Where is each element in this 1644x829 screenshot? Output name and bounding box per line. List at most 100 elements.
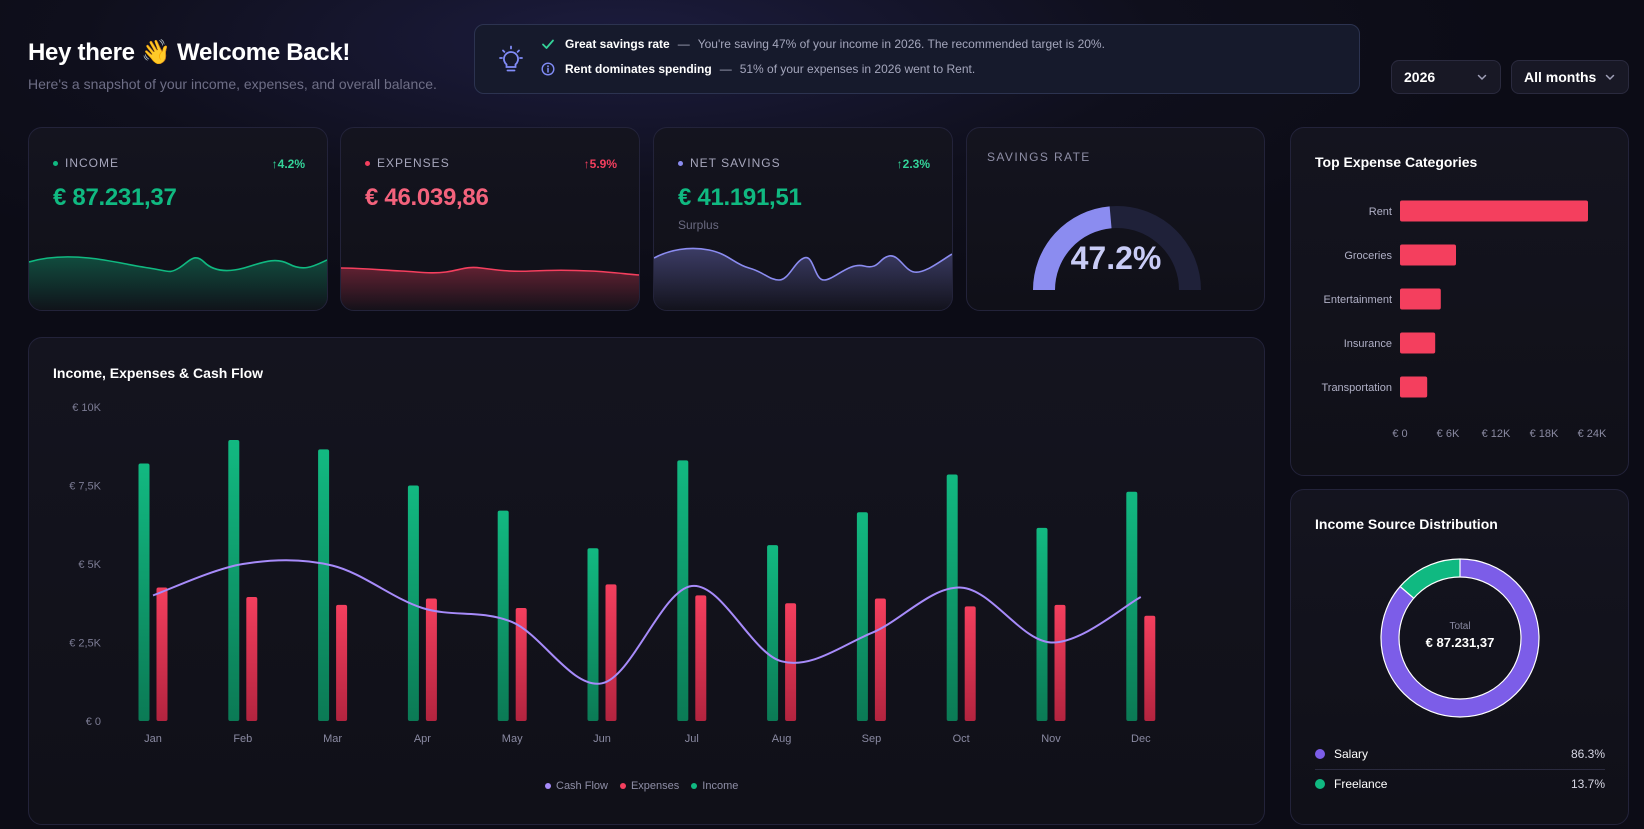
- info-icon: [541, 62, 555, 76]
- savings-rate-card: SAVINGS RATE 47.2%: [966, 127, 1265, 311]
- insight-title: Rent dominates spending: [565, 62, 712, 76]
- cashflow-chart-legend: Cash Flow Expenses Income: [545, 780, 738, 792]
- income-source-donut: Total € 87.231,37: [1380, 558, 1540, 718]
- net-savings-sub: Surplus: [678, 218, 719, 232]
- source-row-freelance: Freelance 13.7%: [1315, 777, 1605, 791]
- expense-bar: [1144, 615, 1156, 721]
- category-label: Groceries: [1344, 250, 1392, 262]
- net-savings-sparkline: [654, 247, 952, 310]
- donut-slice-salary: [1381, 559, 1539, 717]
- x-tick-label: Apr: [414, 733, 431, 745]
- x-tick-label: Jul: [685, 733, 699, 745]
- expense-bar: [1054, 604, 1066, 721]
- legend-expenses: Expenses: [619, 780, 679, 792]
- y-tick-label: € 2,5K: [69, 638, 101, 650]
- top-expenses-title: Top Expense Categories: [1315, 154, 1478, 170]
- x-tick-label: € 6K: [1437, 428, 1460, 440]
- net-savings-dot: [678, 160, 683, 166]
- x-tick-label: Mar: [323, 733, 342, 745]
- x-tick-label: Nov: [1041, 733, 1061, 745]
- period-select-value: All months: [1524, 69, 1597, 85]
- lightbulb-icon: [499, 45, 523, 72]
- legend-income: Income: [691, 780, 738, 792]
- expense-bar: [515, 607, 527, 721]
- x-tick-label: Jan: [144, 733, 162, 745]
- expense-bar: [605, 584, 617, 721]
- expenses-label: EXPENSES: [377, 156, 450, 170]
- donut-slice-freelance: [1400, 559, 1461, 599]
- income-value: € 87.231,37: [53, 184, 177, 211]
- income-bar: [318, 449, 330, 721]
- check-icon: [542, 39, 554, 49]
- gauge-fill: [1033, 206, 1112, 291]
- income-bar: [1126, 491, 1138, 721]
- page-title: Hey there 👋 Welcome Back!: [28, 38, 350, 67]
- insight-text: You're saving 47% of your income in 2026…: [697, 37, 1105, 51]
- category-label: Rent: [1369, 206, 1392, 218]
- cashflow-line: [152, 559, 1142, 685]
- income-bar: [497, 510, 509, 721]
- donut-separator: [1399, 586, 1415, 599]
- x-tick-label: € 24K: [1578, 428, 1607, 440]
- cashflow-chart: € 0 € 2,5K € 5K € 7,5K € 10K Jan Feb Mar Apr May J…: [69, 402, 1156, 745]
- donut-center-label: Total: [1449, 621, 1470, 632]
- category-label: Entertainment: [1324, 294, 1392, 306]
- cashflow-chart-title: Income, Expenses & Cash Flow: [53, 365, 264, 381]
- x-tick-label: Aug: [772, 733, 792, 745]
- income-card: INCOME ↑4.2% € 87.231,37: [28, 127, 328, 311]
- expenses-trend: ↑5.9%: [583, 157, 617, 171]
- expense-bar: [156, 587, 168, 721]
- insights-banner: Great savings rate — You're saving 47% o…: [474, 24, 1360, 94]
- source-name: Freelance: [1334, 777, 1388, 791]
- category-label: Insurance: [1344, 338, 1392, 350]
- period-select[interactable]: All months: [1511, 60, 1629, 94]
- income-bar: [228, 439, 240, 721]
- income-source-title: Income Source Distribution: [1315, 516, 1498, 532]
- legend-cashflow: Cash Flow: [545, 780, 608, 792]
- income-trend: ↑4.2%: [271, 157, 305, 171]
- income-bar: [407, 485, 419, 721]
- income-bar: [138, 463, 150, 721]
- category-bar: [1400, 200, 1588, 222]
- x-tick-label: € 18K: [1530, 428, 1559, 440]
- expenses-sparkline: [341, 266, 639, 310]
- freelance-dot: [1315, 779, 1325, 789]
- net-savings-card: NET SAVINGS ↑2.3% € 41.191,51 Surplus: [653, 127, 953, 311]
- source-pct: 13.7%: [1570, 777, 1605, 791]
- income-bar: [677, 460, 689, 721]
- savings-rate-gauge: [1033, 206, 1201, 291]
- category-bar: [1400, 376, 1428, 398]
- income-bar: [587, 548, 599, 721]
- top-expenses-card: Top Expense Categories Rent Groceries Ente…: [1290, 127, 1629, 476]
- net-savings-trend: ↑2.3%: [896, 157, 930, 171]
- income-sparkline: [29, 256, 327, 310]
- x-tick-label: € 12K: [1482, 428, 1511, 440]
- expenses-card: EXPENSES ↑5.9% € 46.039,86: [340, 127, 640, 311]
- expense-bar: [425, 598, 437, 721]
- income-bar: [946, 474, 958, 721]
- savings-rate-value: 47.2%: [1070, 240, 1162, 276]
- insight-row-savings: Great savings rate — You're saving 47% o…: [541, 37, 1105, 51]
- salary-dot: [1315, 749, 1325, 759]
- greeting-suffix: Welcome Back!: [177, 39, 351, 66]
- insight-row-rent: Rent dominates spending — 51% of your ex…: [541, 62, 975, 76]
- x-tick-label: Dec: [1131, 733, 1151, 745]
- source-pct: 86.3%: [1570, 747, 1605, 761]
- x-tick-label: Oct: [953, 733, 970, 745]
- y-tick-label: € 5K: [78, 559, 101, 571]
- income-source-card: Income Source Distribution Total € 87.231…: [1290, 489, 1629, 825]
- year-select[interactable]: 2026: [1391, 60, 1501, 94]
- x-tick-label: € 0: [1392, 428, 1407, 440]
- income-bar: [1036, 527, 1048, 721]
- expenses-value: € 46.039,86: [365, 184, 489, 211]
- x-tick-label: May: [502, 733, 523, 745]
- greeting-prefix: Hey there: [28, 39, 135, 66]
- expenses-dot: [365, 160, 370, 166]
- income-bar: [856, 512, 868, 721]
- income-bar: [767, 545, 779, 721]
- y-tick-label: € 0: [86, 716, 101, 728]
- y-tick-label: € 7,5K: [69, 481, 101, 493]
- category-bar: [1400, 288, 1441, 310]
- savings-rate-label: SAVINGS RATE: [987, 150, 1091, 164]
- top-expenses-chart: Rent Groceries Entertainment Insurance Trans…: [1321, 200, 1607, 440]
